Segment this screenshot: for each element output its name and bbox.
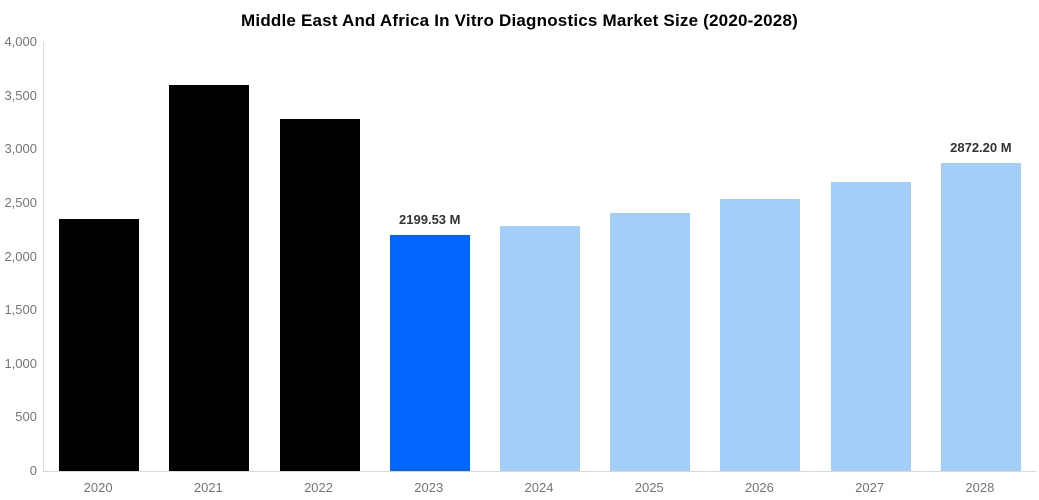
bar-slot-2021 xyxy=(154,42,264,471)
x-axis-label-2026: 2026 xyxy=(744,480,774,495)
y-axis-label-0: 0 xyxy=(29,463,37,478)
y-axis-label-4000: 4,000 xyxy=(4,34,37,49)
x-axis-label-2022: 2022 xyxy=(304,480,333,495)
bar-slot-2023: 2199.53 M xyxy=(375,42,485,471)
bar-2024 xyxy=(499,225,580,471)
bars: 2199.53 M 2872.20 M xyxy=(44,42,1036,471)
bar-2027 xyxy=(830,182,911,471)
bar-2022 xyxy=(279,118,360,471)
bar-slot-2024 xyxy=(485,42,595,471)
y-axis-label-500: 500 xyxy=(15,409,37,425)
bar-slot-2026 xyxy=(705,42,815,471)
bar-2025 xyxy=(610,213,691,471)
bar-2026 xyxy=(720,198,801,471)
y-axis-label-1000: 1,000 xyxy=(4,355,37,371)
y-axis-label-3000: 3,000 xyxy=(4,141,37,157)
bar-slot-2028: 2872.20 M xyxy=(926,42,1036,471)
bar-value-label-2023: 2199.53 M xyxy=(399,212,461,228)
bar-value-label-2028: 2872.20 M xyxy=(950,140,1012,155)
x-axis-label-2023: 2023 xyxy=(414,480,444,495)
bar-slot-2025 xyxy=(595,42,705,471)
bar-slot-2020 xyxy=(44,42,154,471)
y-axis-label-2500: 2,500 xyxy=(4,194,37,210)
x-axis-label-2020: 2020 xyxy=(83,480,113,495)
x-axis-label-2021: 2021 xyxy=(193,480,223,495)
bar-2020 xyxy=(59,219,140,471)
x-axis-label-2028: 2028 xyxy=(965,480,995,495)
x-axis-label-2024: 2024 xyxy=(524,480,554,495)
y-axis-label-3500: 3,500 xyxy=(4,87,37,103)
bar-2021 xyxy=(169,85,250,471)
bar-slot-2027 xyxy=(816,42,926,471)
bar-2023 xyxy=(389,235,470,471)
chart-title: Middle East And Africa In Vitro Diagnost… xyxy=(241,11,798,30)
x-axis-label-2025: 2025 xyxy=(634,480,664,495)
y-axis-label-1500: 1,500 xyxy=(4,302,37,318)
x-axis-label-2027: 2027 xyxy=(855,480,885,495)
x-axis: 2020 2021 2022 2023 2024 2025 2026 2027 2028 xyxy=(43,480,1035,495)
plot-area: 2199.53 M 2872.20 M xyxy=(43,42,1036,472)
bar-2028 xyxy=(940,163,1021,471)
bar-slot-2022 xyxy=(264,42,374,471)
y-axis-label-2000: 2,000 xyxy=(4,248,37,264)
